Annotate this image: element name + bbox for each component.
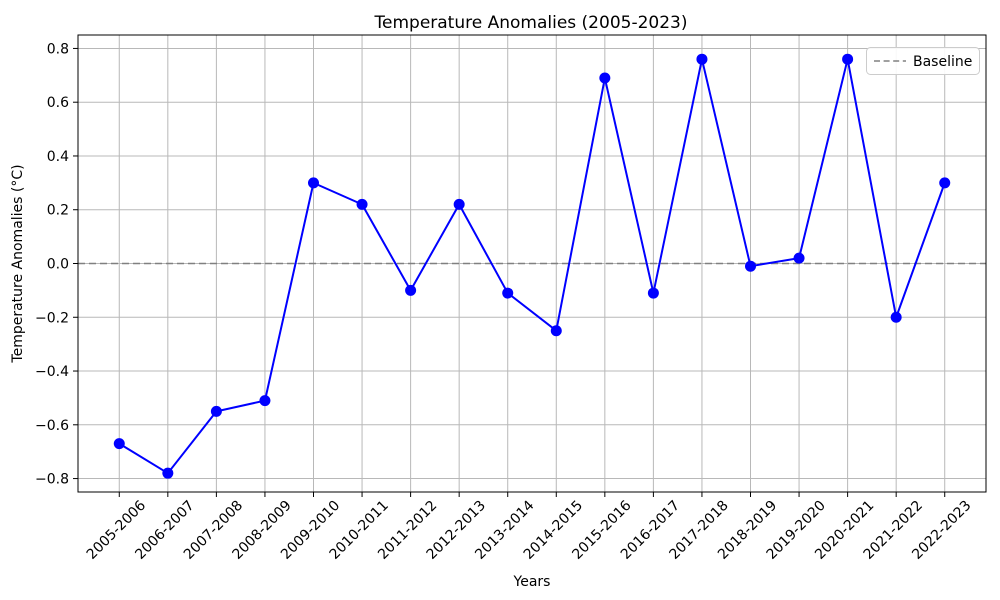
x-axis-label: Years (513, 574, 551, 590)
data-point-marker (550, 325, 562, 337)
data-point-marker (307, 177, 319, 189)
data-point-marker (162, 467, 174, 479)
data-point-marker (793, 252, 805, 264)
y-tick-label: 0.0 (47, 257, 69, 273)
x-tick-labels: 2005-20062006-20072007-20082008-20092009… (84, 497, 975, 562)
legend-box (866, 47, 980, 75)
y-tick-label: 0.4 (47, 149, 69, 165)
y-tick-labels: 0.8 0.6 0.4 0.2 0.0 −0.2 −0.4 −0.6 −0.8 (35, 41, 69, 487)
data-point-marker (745, 260, 757, 272)
data-point-marker (210, 405, 222, 417)
y-tick-label: 0.2 (47, 203, 69, 219)
data-point-marker (405, 284, 417, 296)
y-tick-label: −0.2 (35, 310, 69, 326)
y-tick-label: 0.8 (47, 41, 69, 57)
data-point-marker (453, 198, 465, 210)
y-tick-label: −0.8 (35, 472, 69, 488)
legend-label: Baseline (913, 54, 972, 70)
data-point-marker (356, 198, 368, 210)
data-point-marker (939, 177, 951, 189)
chart-title: Temperature Anomalies (2005-2023) (374, 13, 688, 33)
temperature-series (113, 53, 951, 479)
data-point-marker (113, 438, 125, 450)
axis-ticks (73, 47, 946, 497)
y-tick-label: −0.6 (35, 418, 69, 434)
data-point-marker (647, 287, 659, 299)
series-line (118, 58, 946, 475)
data-point-marker (259, 395, 271, 407)
data-point-marker (842, 53, 854, 65)
y-tick-label: 0.6 (47, 95, 69, 111)
data-point-marker (599, 72, 611, 84)
y-axis-label: Temperature Anomalies (°C) (10, 164, 26, 363)
y-tick-label: −0.4 (35, 364, 69, 380)
data-point-marker (502, 287, 514, 299)
data-point-marker (890, 311, 902, 323)
legend: Baseline (866, 47, 980, 75)
data-point-marker (696, 53, 708, 65)
